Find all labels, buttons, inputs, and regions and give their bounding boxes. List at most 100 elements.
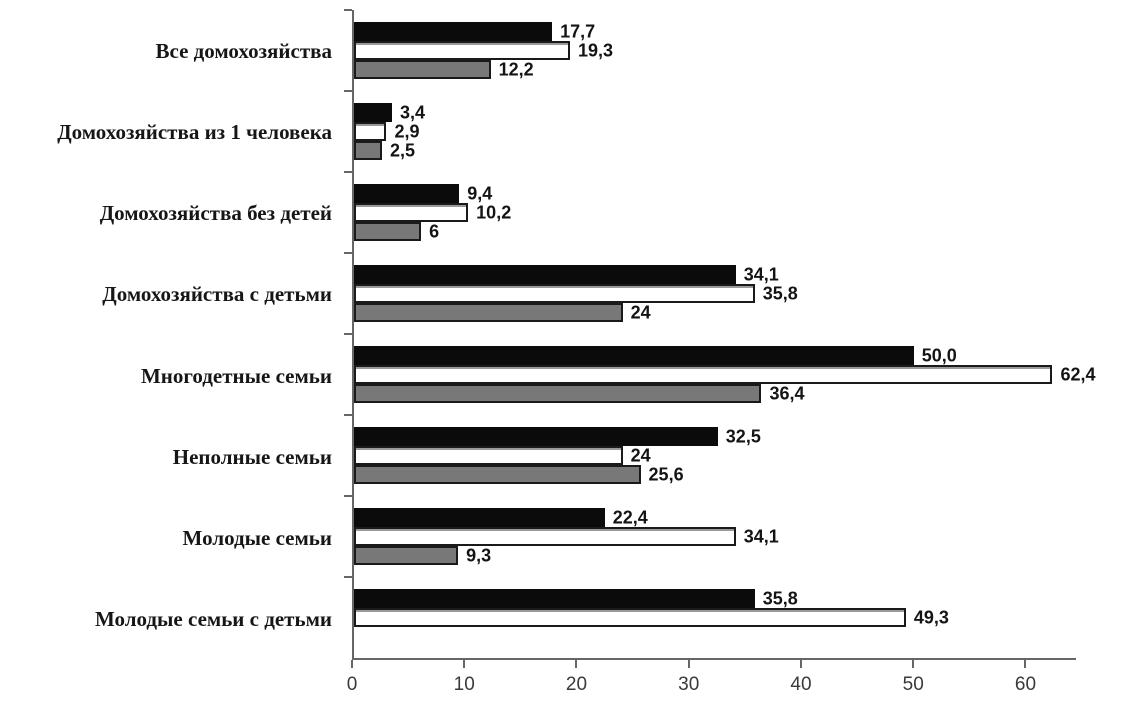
category-label: Домохозяйства из 1 человека <box>57 119 332 144</box>
bar-slot: 6 <box>354 221 1076 241</box>
bar-slot: 12,2 <box>354 59 1076 79</box>
bar-black-series <box>354 103 393 122</box>
category-row: 32,5 24 25,6 <box>344 414 1076 496</box>
value-label: 24 <box>630 302 651 322</box>
y-axis-tick <box>344 9 352 11</box>
x-tick-label: 40 <box>790 674 812 695</box>
y-axis-tick <box>344 252 352 254</box>
x-tick-label: 50 <box>902 674 924 695</box>
bar-gray-series <box>354 60 491 79</box>
value-label: 62,4 <box>1060 364 1096 384</box>
x-axis: 0 10 20 30 40 50 60 <box>347 660 1076 710</box>
y-axis-tick <box>344 414 352 416</box>
bar-slot: 34,1 <box>354 526 1076 546</box>
plot-area: 17,7 19,3 12,2 3,4 2,9 2,5 9,4 10,2 6 34,1 35,8 24 5… <box>344 9 1096 660</box>
bar-group: 22,4 34,1 9,3 <box>354 496 1076 565</box>
x-tick-mark <box>912 660 915 668</box>
bar-slot: 62,4 <box>354 364 1096 384</box>
value-label: 3,4 <box>400 102 426 122</box>
category-row: 9,4 10,2 6 <box>344 171 1076 253</box>
value-label: 2,5 <box>389 140 416 160</box>
value-label: 19,3 <box>578 40 614 60</box>
bar-white-series <box>354 284 755 303</box>
bar-white-series <box>354 446 623 465</box>
value-label: 24 <box>630 445 651 465</box>
x-tick-mark <box>463 660 466 668</box>
bar-slot: 3,4 <box>354 102 1076 122</box>
value-label: 49,3 <box>913 607 949 627</box>
value-label: 25,6 <box>648 464 684 484</box>
value-label: 36,4 <box>769 383 805 403</box>
bar-slot: 50,0 <box>354 345 1076 365</box>
bar-white-series <box>354 203 469 222</box>
category-label: Молодые семьи с детьми <box>94 607 332 632</box>
value-label: 9,4 <box>467 183 493 203</box>
bar-slot: 19,3 <box>354 40 1076 60</box>
bar-slot: 35,8 <box>354 588 1076 608</box>
x-tick-mark <box>1024 660 1027 668</box>
x-tick-mark <box>351 660 353 668</box>
bar-white-series <box>354 608 906 627</box>
x-tick-mark <box>575 660 578 668</box>
bar-group: 50,0 62,4 36,4 <box>354 334 1096 403</box>
bar-black-series <box>354 346 914 365</box>
value-label: 6 <box>429 221 440 241</box>
bar-slot: 2,5 <box>354 140 1076 160</box>
y-axis-tick <box>344 90 352 92</box>
value-label: 34,1 <box>743 264 779 284</box>
value-label: 10,2 <box>476 202 512 222</box>
x-tick-label: 10 <box>453 674 475 695</box>
category-label: Домохозяйства с детьми <box>102 282 332 307</box>
bar-group: 32,5 24 25,6 <box>354 415 1076 484</box>
bar-black-series <box>354 508 605 527</box>
category-label: Домохозяйства без детей <box>99 201 332 225</box>
x-tick-label: 20 <box>565 674 588 695</box>
bar-white-series <box>354 41 571 60</box>
category-row: 35,8 49,3 <box>344 576 1076 658</box>
y-axis-tick <box>344 576 352 578</box>
value-label: 12,2 <box>498 59 534 79</box>
bar-black-series <box>354 265 736 284</box>
bar-slot: 17,7 <box>354 21 1076 41</box>
category-row: 22,4 34,1 9,3 <box>344 495 1076 577</box>
bar-slot: 34,1 <box>354 264 1076 284</box>
category-row: 50,0 62,4 36,4 <box>344 333 1096 415</box>
bar-slot: 10,2 <box>354 202 1076 222</box>
value-label: 17,7 <box>560 21 596 41</box>
value-label: 9,3 <box>466 545 492 565</box>
value-label: 22,4 <box>612 507 648 527</box>
bar-slot: 32,5 <box>354 426 1076 446</box>
bar-white-series <box>354 122 387 141</box>
category-labels: Все домохозяйства Домохозяйства из 1 чело… <box>0 10 342 660</box>
y-axis-tick <box>344 171 352 173</box>
bar-slot: 24 <box>354 302 1076 322</box>
bar-gray-series <box>354 303 623 322</box>
category-row: 34,1 35,8 24 <box>344 252 1076 334</box>
value-label: 32,5 <box>725 426 761 446</box>
bar-slot: 9,4 <box>354 183 1076 203</box>
bar-slot <box>354 627 1076 646</box>
category-row: 17,7 19,3 12,2 <box>344 9 1076 91</box>
bar-white-series <box>354 527 736 546</box>
value-label: 34,1 <box>743 526 779 546</box>
category-label: Все домохозяйства <box>155 38 332 63</box>
x-tick-mark <box>799 660 802 668</box>
x-tick-mark <box>687 660 690 668</box>
bar-slot: 25,6 <box>354 464 1076 484</box>
bar-group: 9,4 10,2 6 <box>354 172 1076 241</box>
bar-slot: 36,4 <box>354 383 1076 403</box>
category-row: 3,4 2,9 2,5 <box>344 90 1076 172</box>
value-label: 35,8 <box>762 588 798 608</box>
bar-gray-series <box>354 141 382 160</box>
bar-slot: 9,3 <box>354 545 1076 565</box>
bar-group: 3,4 2,9 2,5 <box>354 91 1076 160</box>
value-label: 50,0 <box>921 345 957 365</box>
bar-black-series <box>354 589 755 608</box>
bar-gray-series <box>354 465 641 484</box>
value-label: 2,9 <box>394 121 420 141</box>
bar-white-series <box>354 365 1053 384</box>
bar-slot: 22,4 <box>354 507 1076 527</box>
bar-slot: 35,8 <box>354 283 1076 303</box>
bar-black-series <box>354 22 553 41</box>
